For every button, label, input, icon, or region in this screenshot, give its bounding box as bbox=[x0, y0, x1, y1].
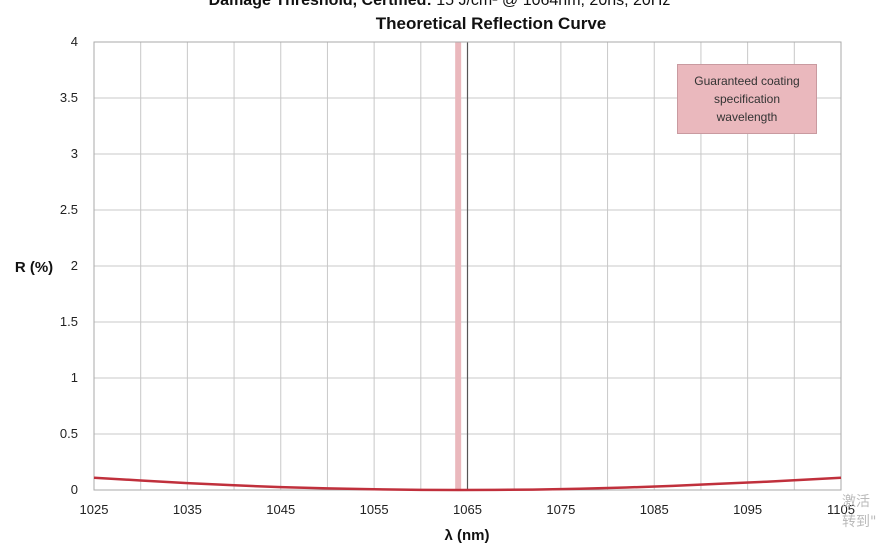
highlight-band bbox=[455, 42, 462, 490]
x-tick-label: 1065 bbox=[453, 502, 482, 517]
x-tick-label: 1105 bbox=[827, 502, 855, 517]
x-tick-label: 1085 bbox=[640, 502, 669, 517]
watermark-line-2: 转到" bbox=[842, 514, 877, 530]
x-tick-label: 1045 bbox=[266, 502, 295, 517]
supertitle-value: 15 J/cm² @ 1064nm, 20ns, 20Hz bbox=[436, 0, 671, 9]
y-tick-label: 3 bbox=[71, 146, 78, 161]
y-tick-label: 0.5 bbox=[60, 426, 78, 441]
x-tick-label: 1075 bbox=[546, 502, 575, 517]
watermark-line-1: 激活 bbox=[842, 494, 870, 510]
chart-title: Theoretical Reflection Curve bbox=[375, 14, 607, 33]
x-tick-label: 1055 bbox=[360, 502, 389, 517]
y-tick-label: 1 bbox=[71, 370, 78, 385]
y-tick-label: 4 bbox=[71, 34, 78, 49]
y-tick-label: 2 bbox=[71, 258, 78, 273]
x-tick-label: 1095 bbox=[733, 502, 762, 517]
series-line-reflection bbox=[93, 476, 842, 492]
y-axis-label: R (%) bbox=[15, 259, 53, 276]
y-tick-label: 2.5 bbox=[60, 202, 78, 217]
x-axis-label: λ (nm) bbox=[445, 527, 490, 544]
supertitle-label: Damage Threshold, Certified: bbox=[208, 0, 432, 9]
y-tick-labels: 0 0.5 1 1.5 2 2.5 3 3.5 4 bbox=[60, 34, 78, 497]
y-tick-label: 0 bbox=[71, 482, 78, 497]
x-tick-labels: 1025 1035 1045 1055 1065 1075 1085 1095 1105 bbox=[80, 502, 855, 517]
y-tick-label: 1.5 bbox=[60, 314, 78, 329]
annotation-text: Guaranteed coating specification wavelen… bbox=[694, 74, 800, 124]
y-tick-label: 3.5 bbox=[60, 90, 78, 105]
annotation-box: Guaranteed coating specification wavelen… bbox=[677, 64, 817, 134]
x-tick-label: 1025 bbox=[80, 502, 109, 517]
x-tick-label: 1035 bbox=[173, 502, 202, 517]
watermark: 激活 转到" bbox=[842, 492, 876, 532]
chart-supertitle: Damage Threshold, Certified: 15 J/cm² @ … bbox=[0, 0, 879, 10]
